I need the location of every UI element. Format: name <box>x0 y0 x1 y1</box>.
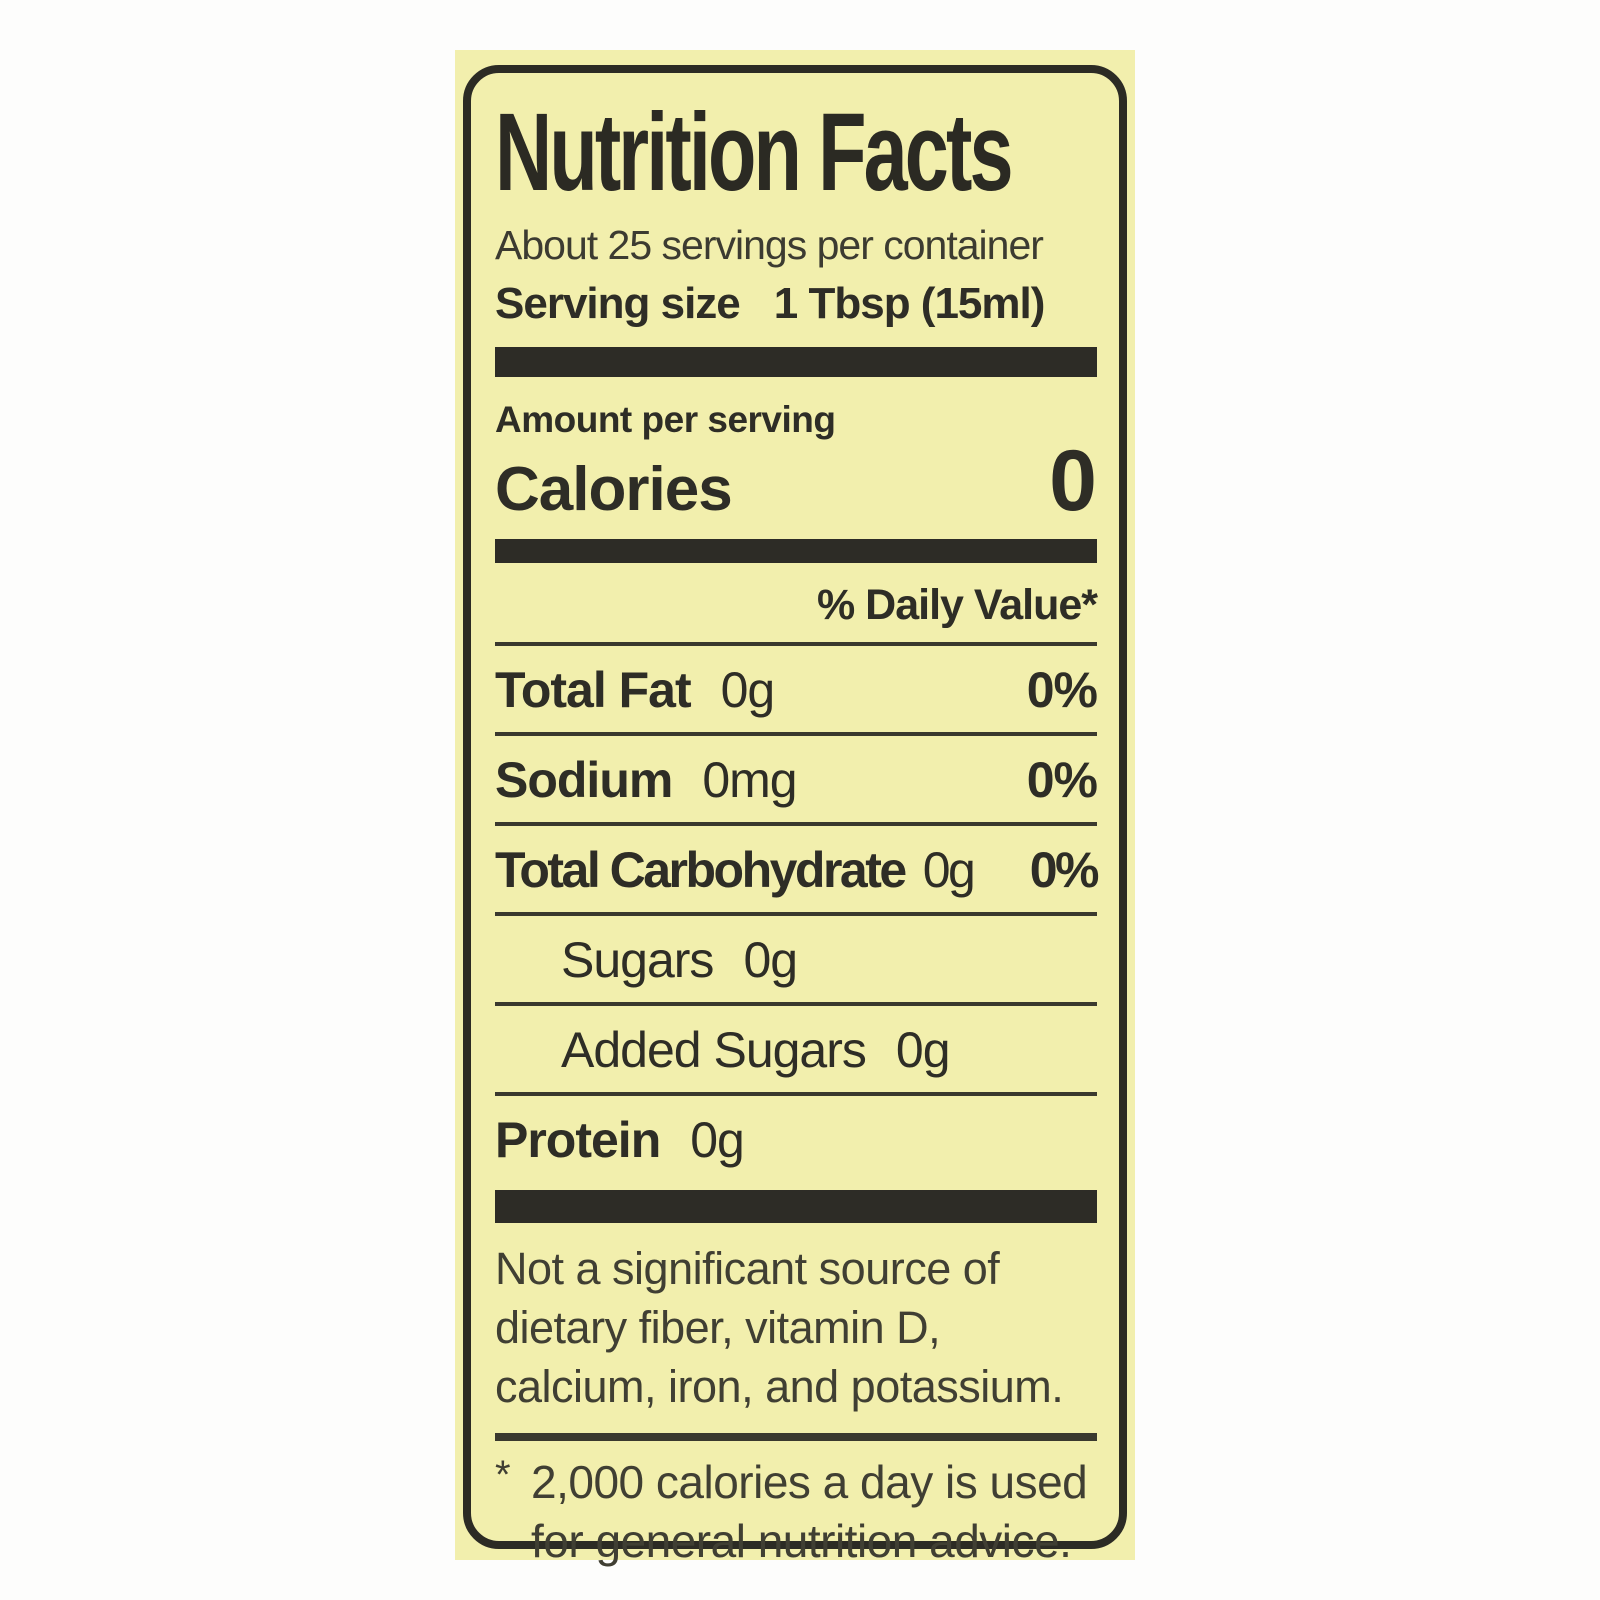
calories-label: Calories <box>495 454 733 524</box>
nutrient-name: Total Fat <box>495 661 692 718</box>
nutrient-amount: 0g <box>922 841 976 898</box>
nutrient-name: Protein <box>495 1111 661 1168</box>
nutrient-name: Total Carbohydrate <box>495 841 907 898</box>
amount-per-serving-label: Amount per serving <box>495 398 836 440</box>
not-significant-note: Not a significant source of dietary fibe… <box>495 1239 1097 1417</box>
nutrient-name: Sodium <box>495 751 673 808</box>
nutrient-amount: 0g <box>720 661 776 718</box>
label-border: Nutrition Facts About 25 servings per co… <box>463 65 1127 1567</box>
note-line: Not a significant source of <box>495 1242 1000 1294</box>
nutrient-row-protein: Protein 0g <box>495 1096 1097 1182</box>
calories-value: 0 <box>1049 432 1097 529</box>
nutrition-facts-label: Nutrition Facts About 25 servings per co… <box>455 50 1135 1567</box>
nutrient-row-sugars: Sugars 0g <box>495 916 1097 1002</box>
note-line: dietary fiber, vitamin D, <box>495 1301 941 1353</box>
thick-divider-bar <box>495 1189 1097 1223</box>
divider <box>495 641 1097 646</box>
nutrient-daily-value: 0% <box>1026 751 1098 808</box>
nutrient-row-sodium: Sodium 0mg 0% <box>495 736 1098 822</box>
thick-divider-bar <box>495 346 1097 377</box>
calories-row: Calories 0 <box>495 432 1097 529</box>
nutrient-daily-value: 0% <box>1026 661 1098 718</box>
servings-per-container: About 25 servings per container <box>495 221 1044 268</box>
note-line: calcium, iron, and potassium. <box>495 1361 1064 1413</box>
divider <box>495 1001 1097 1006</box>
asterisk-marker: * <box>495 1452 511 1497</box>
nutrient-amount: 0g <box>690 1111 745 1168</box>
nutrient-amount: 0mg <box>702 751 797 808</box>
divider <box>495 731 1097 736</box>
serving-size-row: Serving size 1 Tbsp (15ml) <box>495 279 1097 329</box>
thick-divider-bar <box>495 538 1097 563</box>
divider <box>495 821 1097 826</box>
serving-size-label: Serving size <box>495 278 741 328</box>
daily-value-footnote: * 2,000 calories a day is used for gener… <box>495 1453 1097 1573</box>
divider <box>495 1091 1097 1096</box>
label-title: Nutrition Facts <box>495 91 1013 214</box>
label-content: Nutrition Facts About 25 servings per co… <box>495 91 1100 1573</box>
nutrient-row-total-carbohydrate: Total Carbohydrate 0g 0% <box>495 826 1100 912</box>
serving-size-value: 1 Tbsp (15ml) <box>773 278 1046 328</box>
nutrient-name: Sugars <box>561 931 714 988</box>
footnote-line: 2,000 calories a day is used <box>531 1455 1088 1508</box>
nutrient-name: Added Sugars <box>561 1021 867 1078</box>
footnote-line: for general nutrition advice. <box>531 1515 1072 1568</box>
divider-medium <box>495 1432 1097 1441</box>
nutrient-amount: 0g <box>743 931 798 988</box>
nutrient-daily-value: 0% <box>1029 841 1100 898</box>
nutrient-amount: 0g <box>895 1021 951 1078</box>
nutrient-row-total-fat: Total Fat 0g 0% <box>495 646 1098 732</box>
nutrient-row-added-sugars: Added Sugars 0g <box>495 1006 1097 1092</box>
daily-value-header: % Daily Value* <box>817 580 1098 629</box>
divider <box>495 911 1097 916</box>
